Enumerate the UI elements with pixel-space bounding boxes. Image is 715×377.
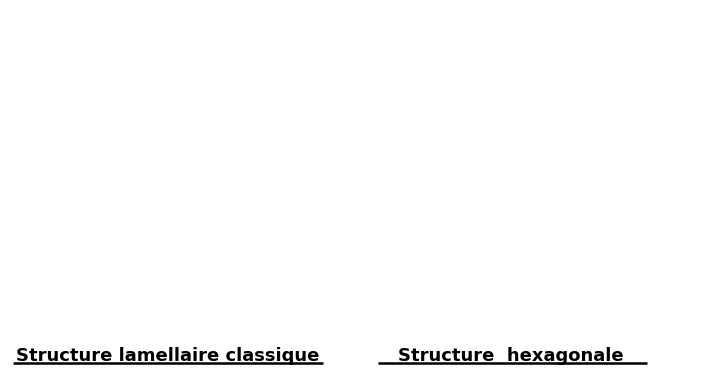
Text: Structure lamellaire classique: Structure lamellaire classique [16,347,320,365]
Text: Structure  hexagonale: Structure hexagonale [398,347,624,365]
